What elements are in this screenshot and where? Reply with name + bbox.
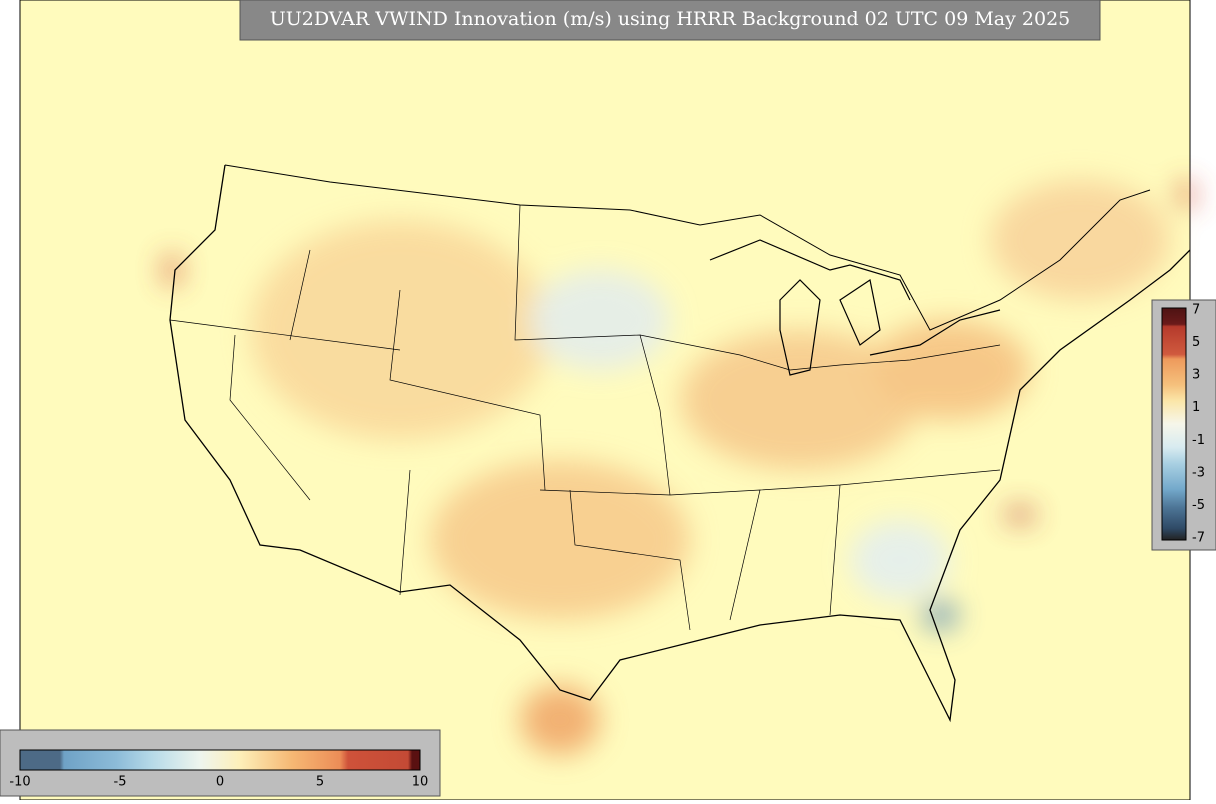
colorbar-tick-label: 3	[1192, 368, 1200, 383]
map-title: UU2DVAR VWIND Innovation (m/s) using HRR…	[270, 8, 1071, 30]
colorbar-tick-label: -5	[114, 775, 127, 790]
colorbar-tick-label: 5	[1192, 335, 1200, 350]
title-box: UU2DVAR VWIND Innovation (m/s) using HRR…	[239, 0, 1101, 41]
colorbar-scale	[19, 749, 421, 771]
horizontal-colorbar: -10 -5 0 5 10	[0, 729, 441, 797]
coastline	[169, 164, 1191, 723]
colorbar-tick-label: 7	[1192, 303, 1200, 318]
colorbar-tick-label: 0	[216, 775, 224, 790]
innovation-field	[164, 180, 1194, 755]
colorbar-tick-label: 1	[1192, 400, 1200, 415]
state-lines	[169, 204, 1001, 631]
colorbar-tick-label: -7	[1192, 531, 1205, 546]
colorbar-tick-label: -10	[9, 775, 30, 790]
colorbar-scale	[1161, 307, 1187, 541]
colorbar-tick-label: -1	[1192, 433, 1205, 448]
colorbar-tick-label: 10	[412, 775, 429, 790]
colorbar-tick-label: -5	[1192, 498, 1205, 513]
great-lakes	[709, 239, 1001, 376]
vertical-colorbar: 7 5 3 1 -1 -3 -5 -7	[1151, 299, 1216, 551]
colorbar-tick-label: -3	[1192, 465, 1205, 480]
colorbar-tick-label: 5	[316, 775, 324, 790]
